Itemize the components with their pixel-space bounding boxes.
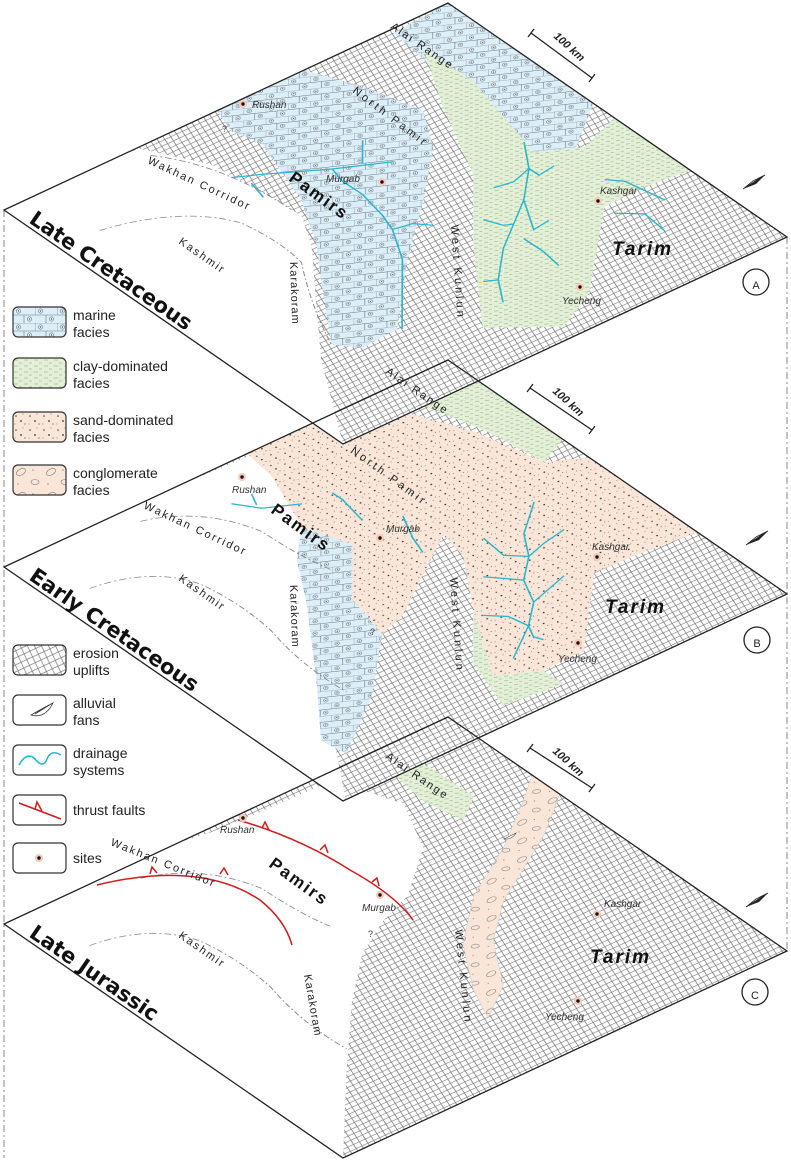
place-karakoram: Karakoram <box>287 585 301 648</box>
uncertain-mark: ? <box>222 124 227 134</box>
panel-letter-badge <box>743 626 771 654</box>
uncertain-mark: ? <box>370 627 375 637</box>
site-dot <box>574 639 582 647</box>
site-yecheng: Yecheng <box>545 1012 584 1023</box>
north-arrow-icon <box>742 174 766 190</box>
site-icon <box>35 854 43 862</box>
svg-text:alluvial: alluvial <box>73 695 116 711</box>
site-dot <box>238 473 246 481</box>
svg-text:uplifts: uplifts <box>73 662 110 678</box>
site-dot <box>376 534 384 542</box>
panel-letter-a: A <box>752 280 760 292</box>
place-tarim: Tarim <box>590 947 651 968</box>
svg-text:facies: facies <box>73 482 110 498</box>
site-kashgar: Kashgar <box>604 899 642 910</box>
panel-letter-c: C <box>751 990 759 1002</box>
site-dot <box>378 178 386 186</box>
site-dot <box>576 283 584 291</box>
svg-text:sand-dominated: sand-dominated <box>73 412 173 428</box>
scale-bar <box>526 383 596 435</box>
svg-text:conglomerate: conglomerate <box>73 465 158 481</box>
site-dot <box>239 100 247 108</box>
site-yecheng: Yecheng <box>562 296 601 307</box>
place-karakoram: Karakoram <box>287 262 301 325</box>
svg-text:marine: marine <box>73 307 116 323</box>
panel-letter-badge <box>742 268 770 296</box>
uncertain-mark: ? <box>368 929 373 939</box>
site-dot <box>593 553 601 561</box>
north-arrow-icon <box>745 530 769 546</box>
svg-text:facies: facies <box>73 324 110 340</box>
site-murgab: Murgab <box>362 903 396 914</box>
svg-text:thrust faults: thrust faults <box>73 802 145 818</box>
panel-letter-b: B <box>753 638 760 650</box>
site-murgab: Murgab <box>326 174 360 185</box>
site-dot <box>376 891 384 899</box>
svg-text:facies: facies <box>73 429 110 445</box>
svg-text:fans: fans <box>73 712 99 728</box>
site-dot <box>239 814 247 822</box>
site-kashgar: Kashgar <box>600 186 638 197</box>
svg-text:sites: sites <box>73 850 102 866</box>
svg-text:facies: facies <box>73 375 110 391</box>
panel-b-frame <box>2 359 789 802</box>
drainage-icon <box>18 751 62 766</box>
thrust-fault <box>96 865 293 946</box>
legend-item-thrust-faults: thrust faults <box>12 794 145 826</box>
scale-label: 100 km <box>550 745 586 779</box>
scale-bar <box>526 743 596 793</box>
panel-a-frame <box>2 2 789 445</box>
place-tarim: Tarim <box>612 239 673 260</box>
site-rushan: Rushan <box>252 100 287 111</box>
svg-text:systems: systems <box>73 762 124 778</box>
legend-item-sites: sites <box>12 842 102 874</box>
thrust-fault-icon <box>18 800 62 820</box>
svg-text:clay-dominated: clay-dominated <box>73 358 168 374</box>
panel-c-frame <box>2 716 789 1159</box>
place-tarim: Tarim <box>605 597 666 618</box>
site-rushan: Rushan <box>232 485 267 496</box>
site-murgab: Murgab <box>386 524 420 535</box>
alluvial-fan-icon <box>29 702 54 717</box>
site-rushan: Rushan <box>220 825 255 836</box>
scale-bar <box>527 28 596 83</box>
svg-text:drainage: drainage <box>73 745 128 761</box>
north-arrow-icon <box>745 892 769 908</box>
thrust-fault <box>237 819 414 921</box>
svg-text:erosion: erosion <box>73 645 119 661</box>
panel-letter-badge <box>741 978 769 1006</box>
scale-label: 100 km <box>551 30 587 64</box>
site-kashgar: Kashgar <box>592 542 630 553</box>
site-dot <box>594 197 602 205</box>
site-yecheng: Yecheng <box>558 654 597 665</box>
site-dot <box>593 910 601 918</box>
site-dot <box>574 997 582 1005</box>
